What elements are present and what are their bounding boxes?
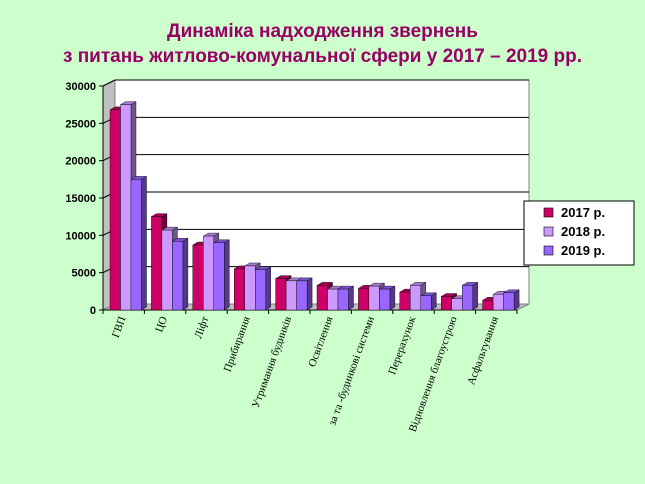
bar: [109, 109, 121, 311]
bar: [379, 288, 391, 311]
x-category-label: ГВП: [110, 315, 129, 339]
bar: [399, 291, 411, 311]
bar: [213, 242, 225, 311]
y-tick-label: 30000: [65, 81, 96, 93]
bar: [337, 288, 349, 311]
bar: [233, 268, 245, 311]
legend-label: 2017 р.: [561, 205, 605, 220]
y-tick-label: 15000: [65, 193, 96, 205]
bar: [192, 244, 204, 311]
bar-side: [265, 266, 271, 311]
bar-side: [224, 239, 230, 311]
y-tick-label: 0: [90, 305, 96, 317]
bar-side: [513, 289, 520, 311]
legend-label: 2018 р.: [561, 224, 605, 239]
bar-side: [306, 277, 313, 311]
x-category-label: ЦО: [153, 315, 170, 334]
x-category-label: Утримання будинків: [250, 315, 294, 410]
bar: [151, 216, 163, 311]
bar: [285, 280, 297, 311]
y-tick-label: 5000: [72, 268, 96, 280]
legend-swatch: [543, 245, 554, 256]
y-tick-label: 25000: [65, 118, 96, 130]
bar-side: [472, 282, 478, 311]
bar: [172, 241, 184, 311]
x-category-label: Ліфт: [192, 315, 211, 340]
bar: [203, 235, 215, 311]
legend-box: [523, 200, 635, 266]
bar: [358, 288, 370, 311]
bar: [410, 285, 421, 311]
bar: [130, 179, 142, 311]
bar: [420, 295, 432, 311]
x-category-label: Освітлення: [306, 315, 335, 369]
bar: [161, 229, 173, 311]
legend-swatch: [543, 207, 554, 218]
chart-title-line-2: з питань житлово-комунальної сфери у 201…: [62, 46, 582, 67]
bar-side: [141, 175, 147, 311]
bar: [120, 104, 132, 311]
bar: [275, 278, 287, 311]
bar: [492, 294, 504, 311]
gridline-side: [102, 79, 116, 87]
bar-side: [389, 285, 396, 311]
chart-title-line-1: Динаміка надходження звернень: [167, 21, 478, 42]
legend-label: 2019 р.: [561, 243, 605, 258]
bar: [451, 298, 463, 311]
y-tick-label: 20000: [65, 156, 96, 168]
x-category-label: Асфальтування: [465, 315, 501, 387]
bar: [254, 269, 266, 311]
bar: [244, 265, 256, 311]
x-category-label: Перерахунок: [386, 314, 418, 376]
x-category-label: Відновлення благоустрою: [407, 315, 460, 434]
bar-side: [182, 237, 189, 311]
legend-swatch: [543, 226, 554, 237]
bar: [462, 285, 473, 311]
bar: [441, 296, 452, 311]
bar: [482, 300, 494, 311]
bar: [316, 285, 328, 311]
bar: [327, 288, 339, 311]
bar-side: [348, 285, 354, 311]
bar: [368, 285, 380, 311]
bar: [296, 280, 308, 311]
x-category-label: за та -будинкові системи: [326, 315, 377, 427]
bar: [503, 292, 515, 311]
y-tick-label: 10000: [65, 230, 96, 242]
x-category-label: Прибирання: [222, 315, 253, 374]
